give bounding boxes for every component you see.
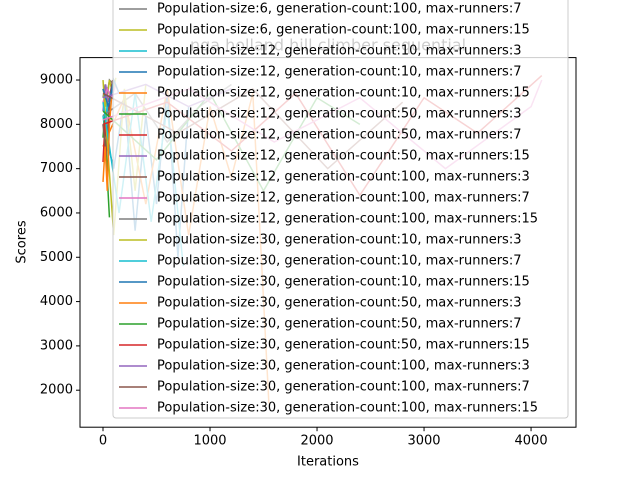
legend-label: Population-size:30, generation-count:100… [157,401,538,416]
legend-label: Population-size:30, generation-count:10,… [157,233,521,248]
legend-label: Population-size:12, generation-count:50,… [157,149,530,164]
series-line [102,79,114,156]
legend-label: Population-size:6, generation-count:100,… [157,2,521,17]
legend-label: Population-size:30, generation-count:100… [157,359,530,374]
y-tick-label: 9000 [40,73,73,88]
legend-label: Population-size:30, generation-count:50,… [157,338,530,353]
y-tick-label: 2000 [40,383,73,398]
legend-label: Population-size:6, generation-count:100,… [157,23,530,38]
y-axis-label: Scores [15,220,30,263]
x-tick-label: 2000 [300,434,333,449]
legend-label: Population-size:12, generation-count:50,… [157,128,521,143]
x-tick-label: 4000 [515,434,548,449]
legend: Population-size:6, generation-count:100,… [112,0,569,419]
y-tick-label: 4000 [40,294,73,309]
legend-label: Population-size:12, generation-count:100… [157,191,530,206]
x-tick-label: 0 [99,434,107,449]
legend-label: Population-size:30, generation-count:100… [157,380,530,395]
y-tick-label: 8000 [40,117,73,132]
y-tick-label: 7000 [40,161,73,176]
legend-label: Population-size:12, generation-count:10,… [157,86,530,101]
x-tick-label: 3000 [407,434,440,449]
legend-label: Population-size:30, generation-count:10,… [157,254,521,269]
legend-label: Population-size:30, generation-count:50,… [157,296,521,311]
legend-label: Population-size:12, generation-count:10,… [157,44,521,59]
legend-label: Population-size:12, generation-count:100… [157,212,538,227]
x-tick-label: 1000 [193,434,226,449]
legend-label: Population-size:12, generation-count:50,… [157,107,521,122]
legend-label: Population-size:30, generation-count:10,… [157,275,530,290]
legend-box [112,0,569,419]
y-tick-label: 5000 [40,250,73,265]
series-line [102,97,113,191]
legend-label: Population-size:12, generation-count:10,… [157,65,521,80]
x-axis-label: Iterations [297,455,359,470]
y-tick-label: 3000 [40,338,73,353]
legend-label: Population-size:12, generation-count:100… [157,170,530,185]
legend-label: Population-size:30, generation-count:50,… [157,317,521,332]
y-tick-label: 6000 [40,205,73,220]
